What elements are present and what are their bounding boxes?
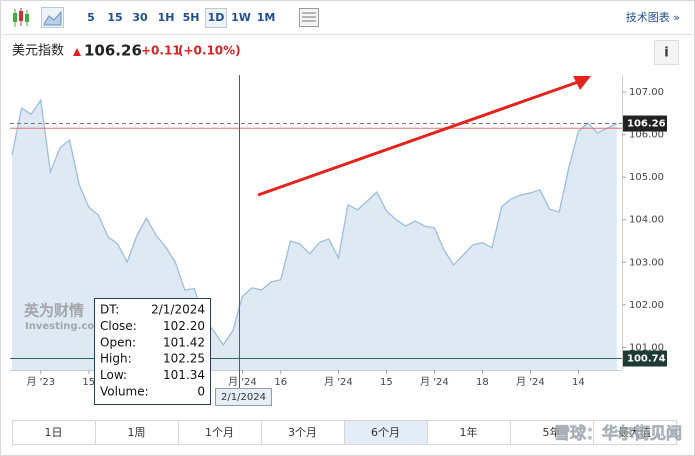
info-label[interactable]: i [664,46,668,61]
watermark-en: Investing.com [25,321,105,332]
range-button[interactable] [95,420,179,445]
interval[interactable]: 1H [158,11,175,24]
interval[interactable]: 1M [257,11,276,24]
interval[interactable]: 5H [183,11,200,24]
tooltip-label: Close: [100,319,137,333]
interval[interactable]: 5 [87,11,95,24]
last-price-label: 106.26 [627,119,666,130]
trend-arrow [257,76,591,197]
tooltip-value: 101.42 [163,335,205,349]
range-bar: 1日 1周 1个月 3个月 6个月 1年 5年 最大值 [12,420,677,445]
last-price-box [623,115,667,132]
range-label[interactable]: 1年 [460,425,478,439]
range-label[interactable]: 1周 [128,426,146,439]
tooltip-value: 102.20 [163,319,205,333]
up-arrow [73,48,81,56]
price-line [11,98,618,347]
range-selected[interactable] [344,420,428,445]
range-label[interactable]: 6个月 [371,426,400,439]
change-percent: (+0.10%) [178,44,241,58]
candle-icon[interactable] [13,8,29,27]
x-tick-label: 月 '24 [516,376,545,388]
area-icon[interactable] [41,7,64,28]
instrument-name: 美元指数 [12,44,64,59]
info-button[interactable] [654,40,679,65]
interval-selected[interactable] [205,8,227,28]
interval[interactable]: 15 [107,11,122,24]
tech-chart-link[interactable]: 技术图表 » [626,10,680,24]
range-button[interactable] [593,420,677,445]
tooltip-value: 102.25 [163,352,205,366]
y-tick-label: 103.00 [629,257,664,268]
crosshair-date-box [215,388,272,406]
tooltip-value: 2/1/2024 [151,303,205,317]
tooltip-label: DT: [100,303,119,317]
x-tick-label: 月 '24 [420,376,449,388]
interval[interactable]: 30 [132,11,148,24]
y-tick-label: 106.00 [629,130,664,141]
table-icon[interactable] [299,8,319,27]
watermark-cn: 英为财情 [24,302,84,320]
range-button[interactable] [427,420,511,445]
range-label[interactable]: 1日 [45,426,63,439]
tooltip-label: Volume: [100,385,149,399]
crosshair-value-box [623,350,667,367]
x-tick-label: 14 [572,377,585,388]
y-tick-label: 105.00 [629,172,664,183]
change: +0.11 [141,44,181,58]
tooltip-label: High: [100,352,132,366]
tooltip: DT: 2/1/2024 Close: 102.20 Open: 101.42 High: 1… [94,298,211,405]
range-button[interactable] [510,420,594,445]
interval[interactable]: 1W [231,11,251,24]
x-tick-label: 15 [82,377,95,388]
x-tick-label: 月 '24 [324,376,353,388]
y-tick-label: 102.00 [629,300,664,311]
range-label[interactable]: 3个月 [288,426,317,439]
tooltip-value: 0 [197,385,205,399]
interval-bar: 5 15 30 1H 5H 1D 1W 1M [87,8,276,28]
x-tick-label: 16 [274,377,287,388]
tooltip-label: Low: [100,368,127,382]
crosshair-date: 2/1/2024 [221,392,266,403]
x-tick-label: 月 '23 [26,376,55,388]
range-label[interactable]: 最大值 [618,425,651,439]
tooltip-value: 101.34 [163,368,205,382]
tooltip-label: Open: [100,335,136,349]
x-tick-label: 15 [380,377,393,388]
interval[interactable]: 1D [208,11,225,24]
x-tick-label: 18 [476,377,489,388]
watermark-source: 雪球：华尔街见闻 [554,424,682,443]
y-tick-label: 104.00 [629,215,664,226]
y-tick-label: 107.00 [629,87,664,98]
range-button[interactable] [261,420,345,445]
range-label[interactable]: 5年 [543,425,561,439]
last-price: 106.26 [84,42,142,60]
x-tick-label: 月 '24 [228,376,257,388]
crosshair-value: 100.74 [627,354,666,365]
range-label[interactable]: 1个月 [205,426,234,439]
range-button[interactable] [178,420,262,445]
y-tick-label: 101.00 [629,342,664,353]
